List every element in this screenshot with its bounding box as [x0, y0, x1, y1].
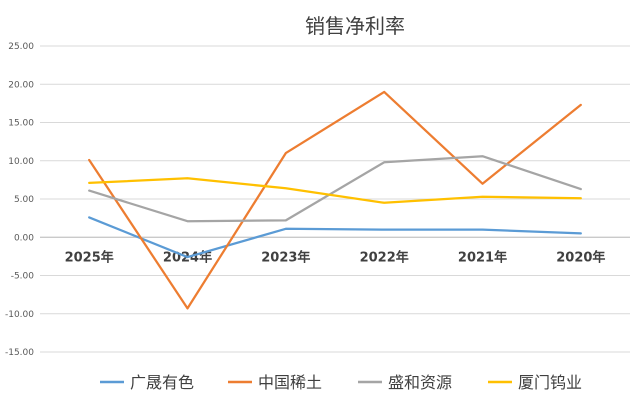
x-category-label: 2023年	[261, 249, 310, 265]
y-tick-label: 0.00	[14, 233, 34, 243]
series-line-3	[88, 155, 582, 223]
x-axis-categories: 2025年 2024年 2023年 2022年 2021年 2020年	[65, 249, 606, 265]
gridlines	[40, 45, 630, 353]
series-lines	[88, 90, 582, 310]
x-category-label: 2020年	[556, 249, 605, 265]
y-axis-ticks: 25.00 20.00 15.00 10.00 5.00 0.00 -5.00 -10.00 -…	[5, 42, 34, 358]
y-tick-label: 10.00	[8, 157, 34, 167]
y-tick-label: -10.00	[5, 310, 34, 320]
series-line-1	[88, 216, 582, 259]
series-line-4	[88, 177, 582, 204]
y-tick-label: -15.00	[5, 348, 34, 358]
y-tick-label: -5.00	[11, 272, 35, 282]
legend-label: 厦门钨业	[518, 373, 582, 392]
y-tick-label: 25.00	[8, 42, 34, 52]
chart-title: 销售净利率	[305, 14, 405, 38]
legend: 广晟有色 中国稀土 盛和资源 厦门钨业	[100, 373, 582, 392]
y-tick-label: 20.00	[8, 80, 34, 90]
y-tick-label: 15.00	[8, 119, 34, 129]
x-category-label: 2021年	[458, 249, 507, 265]
legend-label: 中国稀土	[258, 373, 322, 392]
legend-label: 盛和资源	[388, 373, 452, 392]
x-category-label: 2022年	[360, 249, 409, 265]
series-line-2	[88, 90, 582, 310]
y-tick-label: 5.00	[14, 195, 34, 205]
legend-label: 广晟有色	[130, 373, 194, 392]
x-category-label: 2025年	[65, 249, 114, 265]
